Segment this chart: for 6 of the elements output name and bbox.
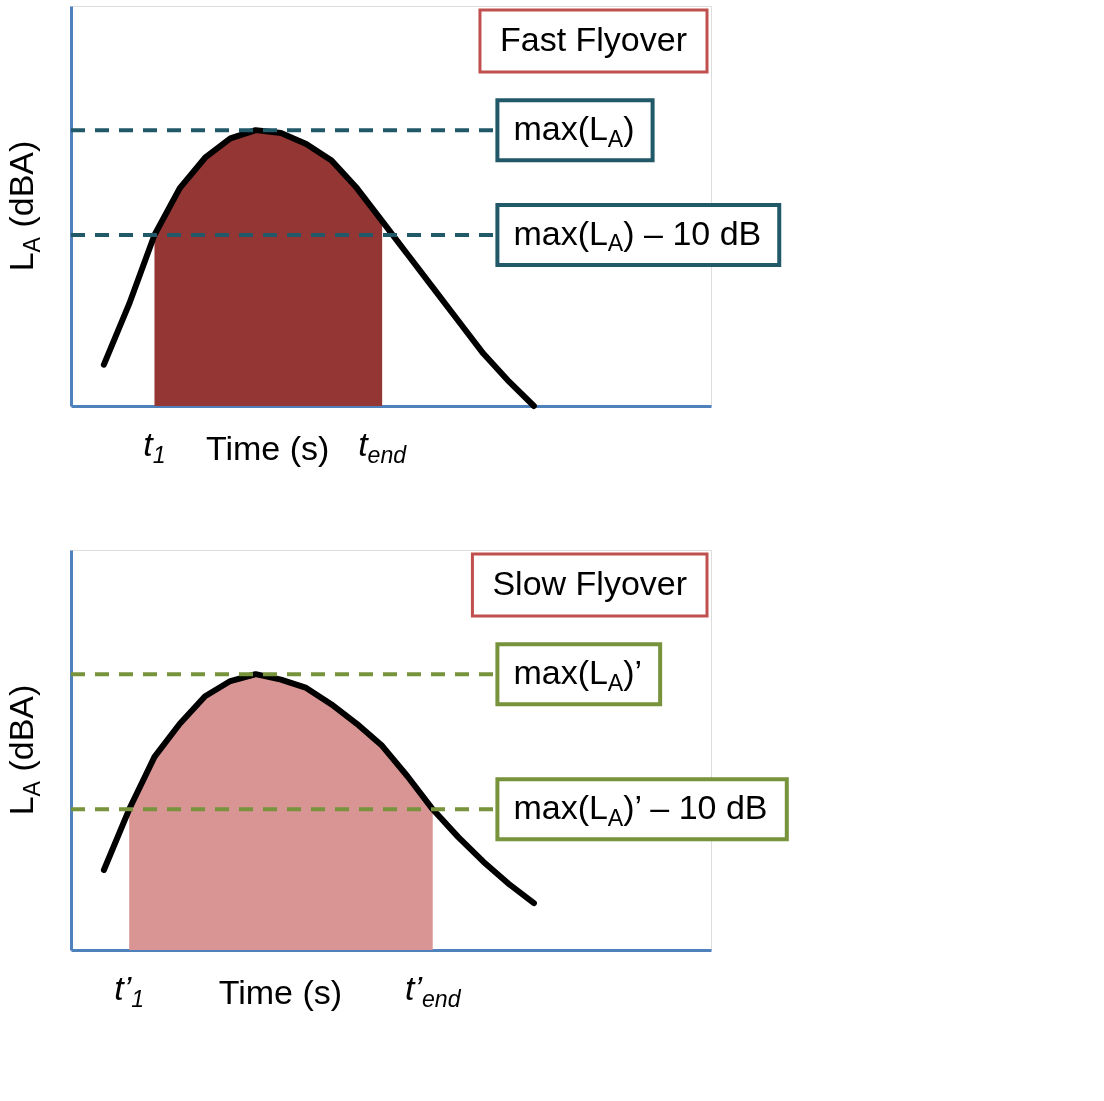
chart-title: Fast Flyover bbox=[499, 20, 688, 58]
y-axis-title: LA (dBA) bbox=[2, 140, 45, 272]
x-axis-title: Time (s) bbox=[205, 429, 330, 467]
chart-title: Slow Flyover bbox=[492, 564, 688, 602]
x-axis-title: Time (s) bbox=[218, 973, 343, 1011]
y-axis-title: LA (dBA) bbox=[2, 684, 45, 816]
